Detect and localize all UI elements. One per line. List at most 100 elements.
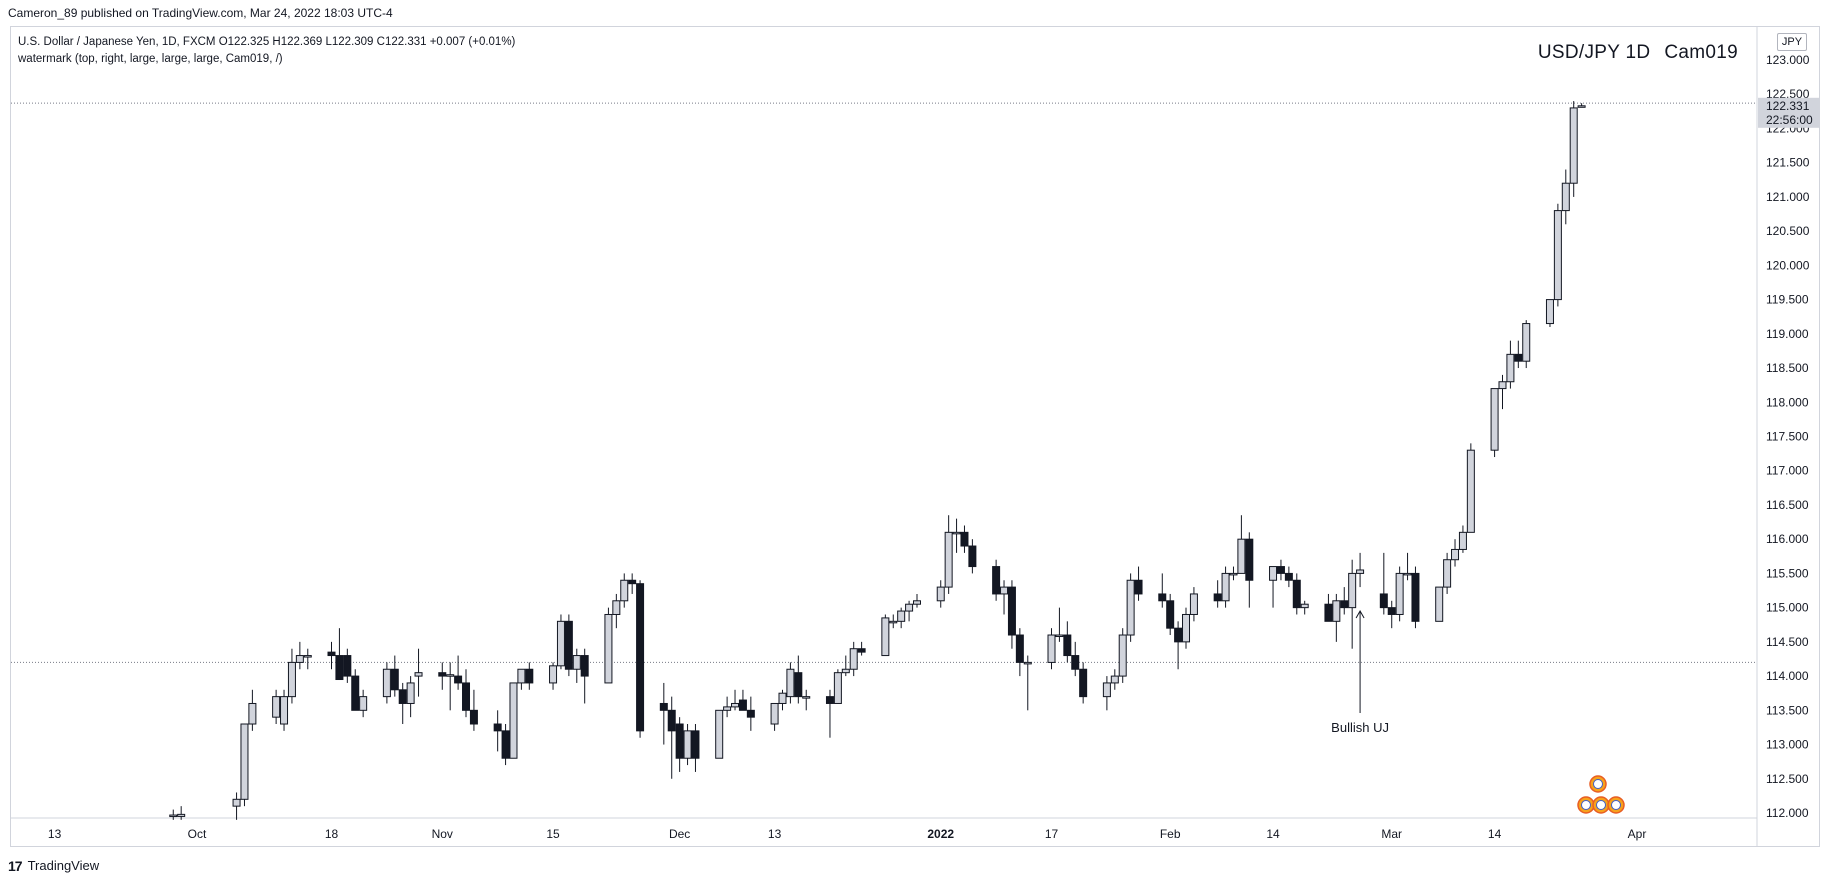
time-tick-label: 14 [1488, 827, 1502, 841]
candle [1348, 559, 1357, 649]
time-tick-label: 17 [1045, 827, 1059, 841]
candle [897, 607, 906, 629]
candle-body [1284, 572, 1293, 581]
candle-body [968, 545, 977, 568]
candle-body [1276, 566, 1285, 574]
candle-body [580, 655, 589, 677]
candle-body [1182, 613, 1191, 643]
candle-body [944, 531, 953, 588]
candle [1324, 593, 1333, 622]
candle [1213, 580, 1222, 608]
candle [1229, 566, 1238, 581]
candle-body [794, 672, 803, 698]
chart-frame [10, 26, 1820, 847]
candle-body [525, 668, 534, 684]
candle [1545, 299, 1554, 327]
candle-body [1126, 579, 1135, 636]
candle [1458, 525, 1467, 553]
candle [1340, 587, 1349, 615]
candle-body [1245, 538, 1254, 581]
candle [683, 724, 692, 766]
candle [351, 669, 360, 711]
currency-button[interactable]: JPY [1777, 33, 1807, 51]
candle [1451, 539, 1460, 567]
candle [1387, 600, 1396, 629]
candle-body [1577, 105, 1586, 108]
candle [303, 648, 312, 670]
price-tick-label: 121.000 [1766, 190, 1810, 204]
watermark-symbol: USD/JPY 1D [1537, 42, 1651, 63]
time-axis-labels: 13 Oct 18 Nov 15 Dec 13 2022 17 Feb 14 Mar 14 Apr [48, 827, 1646, 841]
candle-body [343, 655, 352, 677]
candle-body [406, 682, 415, 704]
candle [1079, 662, 1088, 704]
candle [509, 682, 518, 759]
annotation-text: Bullish UJ [1331, 720, 1389, 735]
candle-body [509, 682, 518, 759]
candle-body [351, 675, 360, 711]
candle [913, 593, 921, 608]
candle [1292, 573, 1301, 615]
candle-body [659, 702, 668, 711]
candle-body [1553, 210, 1562, 301]
candle [1126, 573, 1135, 642]
candle-body [738, 699, 747, 711]
candle [659, 682, 668, 745]
candle [1561, 169, 1570, 225]
candle-body [414, 672, 423, 677]
candle [446, 662, 455, 711]
candle [1443, 552, 1452, 594]
candle-body [390, 668, 399, 691]
candle [1221, 566, 1230, 608]
candle [841, 655, 850, 677]
price-tick-label: 113.500 [1766, 703, 1809, 717]
candle-body [272, 696, 281, 718]
candle-body [1340, 600, 1349, 609]
price-tick-label: 120.000 [1766, 258, 1810, 272]
price-tick-label: 116.500 [1766, 498, 1809, 512]
candle [1245, 532, 1254, 608]
candle-body [778, 692, 787, 704]
candle-body [628, 579, 637, 585]
candle [675, 717, 684, 772]
candle-body [1451, 548, 1460, 561]
candle [1182, 607, 1191, 649]
publisher-line: Cameron_89 published on TradingView.com,… [8, 6, 393, 20]
candle-body [1221, 572, 1230, 602]
footer-brand[interactable]: TradingView [27, 858, 100, 873]
candle-body [462, 682, 471, 711]
candle [936, 580, 945, 608]
candle [1055, 607, 1064, 642]
candle-body [517, 668, 526, 684]
tradingview-logo-icon[interactable]: 17 [8, 858, 23, 874]
candle-body [1110, 675, 1119, 684]
candle-body [1300, 603, 1309, 609]
candle [406, 676, 415, 718]
candle [493, 710, 502, 752]
candle [398, 682, 407, 725]
candle [414, 648, 423, 697]
candle [359, 689, 368, 718]
candle-body [1356, 569, 1365, 574]
candle [1189, 587, 1198, 622]
candle-body [604, 613, 613, 684]
candle [667, 696, 676, 779]
last-price-value: 122.331 [1766, 99, 1810, 113]
time-tick-label: Oct [188, 827, 207, 841]
candle-body [1292, 579, 1301, 609]
candle-body [1007, 586, 1016, 636]
candle [802, 689, 811, 711]
candle [1514, 340, 1523, 369]
candle [1118, 628, 1127, 683]
event-flag-inner-icon [1593, 779, 1603, 789]
footer: 17 TradingView [8, 856, 99, 876]
time-tick-label: Mar [1381, 827, 1402, 841]
candle [1015, 628, 1024, 677]
candle-body [691, 730, 700, 759]
candle-body [1561, 182, 1570, 212]
candle [390, 655, 399, 697]
candle [881, 614, 890, 657]
candle [1553, 203, 1562, 307]
